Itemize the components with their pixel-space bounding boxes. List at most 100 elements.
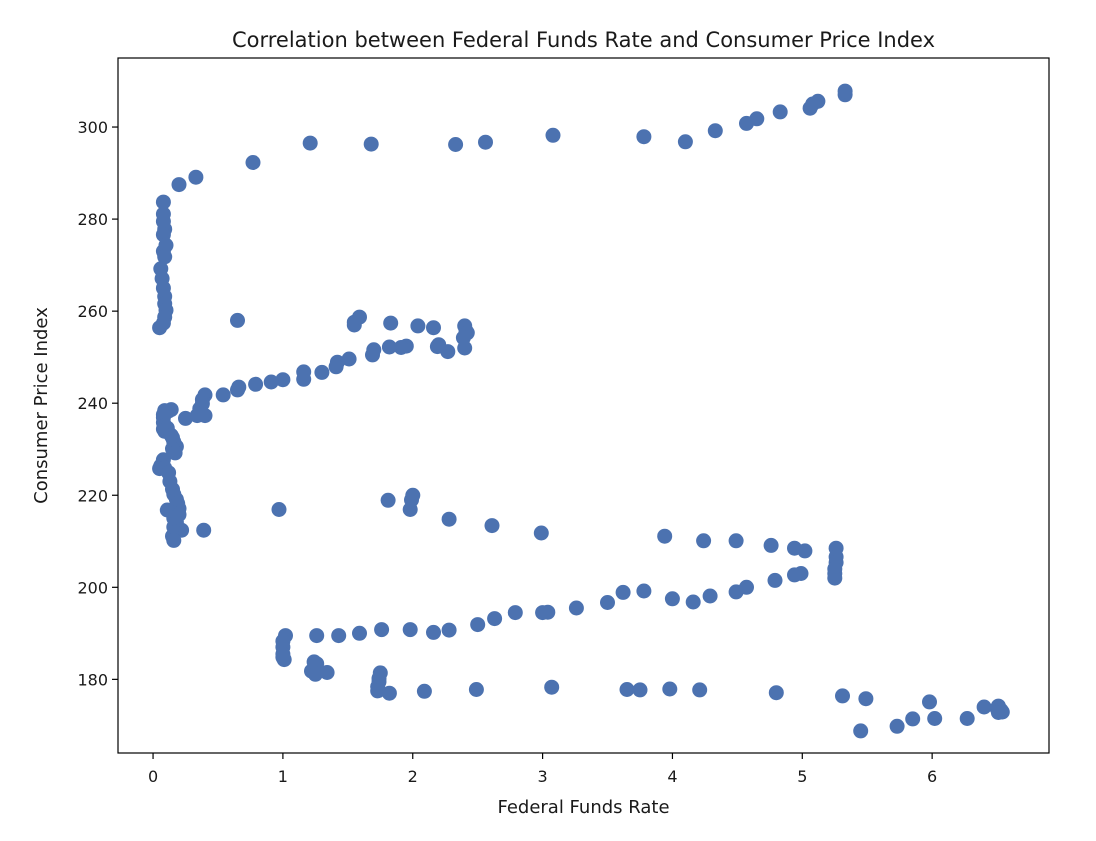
data-point <box>922 694 937 710</box>
data-point <box>426 624 441 640</box>
data-point <box>416 683 432 699</box>
data-point <box>381 339 397 355</box>
data-point <box>263 374 279 390</box>
data-point <box>615 584 631 600</box>
data-point <box>662 681 678 697</box>
data-point <box>927 711 943 726</box>
data-point <box>374 622 390 638</box>
data-point <box>484 518 500 534</box>
data-point <box>739 115 754 131</box>
data-point <box>296 371 312 387</box>
y-tick-label: 300 <box>77 118 108 137</box>
data-point <box>487 611 503 627</box>
data-point <box>853 723 869 739</box>
data-point <box>352 625 367 641</box>
data-point <box>410 318 426 334</box>
plot-frame <box>117 57 1050 754</box>
data-point <box>858 691 874 707</box>
data-point <box>402 622 418 638</box>
x-tick-label: 4 <box>667 767 677 786</box>
y-tick-label: 200 <box>77 578 108 597</box>
data-point <box>507 605 523 621</box>
data-point <box>600 595 615 610</box>
data-point <box>381 685 397 701</box>
data-point <box>328 359 344 375</box>
data-point <box>363 136 379 152</box>
data-point <box>728 584 744 600</box>
y-axis-label: Consumer Price Index <box>31 307 52 504</box>
data-point <box>271 502 287 517</box>
data-point <box>380 492 396 508</box>
data-point <box>370 683 386 699</box>
data-point <box>331 628 347 644</box>
y-tick-label: 260 <box>77 302 108 321</box>
data-point <box>545 127 561 143</box>
data-point <box>994 704 1010 720</box>
data-point <box>568 600 584 616</box>
data-point <box>230 382 245 398</box>
x-tick-label: 6 <box>927 767 937 786</box>
data-point <box>478 134 493 150</box>
data-point <box>772 104 788 120</box>
data-point <box>307 666 323 682</box>
data-point <box>802 100 818 116</box>
data-point <box>827 570 843 586</box>
data-point <box>905 711 921 727</box>
data-point <box>664 591 680 607</box>
data-point <box>402 502 418 517</box>
chart-title: Correlation between Federal Funds Rate a… <box>232 28 935 52</box>
data-point <box>245 155 261 170</box>
data-point <box>188 169 204 185</box>
data-point <box>636 583 652 599</box>
data-point <box>441 622 457 638</box>
data-point <box>763 537 779 553</box>
data-point <box>470 617 486 633</box>
data-point <box>696 533 712 549</box>
data-point <box>365 347 380 363</box>
data-point <box>448 137 464 152</box>
data-point <box>728 533 744 549</box>
data-point <box>196 522 212 538</box>
data-point <box>341 351 357 367</box>
data-point <box>707 123 723 139</box>
data-point <box>959 711 975 726</box>
x-tick-label: 2 <box>408 767 418 786</box>
data-point <box>157 249 173 265</box>
x-tick-label: 5 <box>797 767 807 786</box>
data-point <box>533 525 549 541</box>
data-point <box>636 129 652 145</box>
data-point <box>309 628 325 644</box>
y-tick-label: 220 <box>77 486 108 505</box>
data-point <box>837 83 853 99</box>
data-point <box>468 682 484 697</box>
data-point <box>768 685 784 701</box>
data-point <box>166 532 182 548</box>
data-point <box>155 194 171 210</box>
data-point <box>276 652 292 668</box>
y-axis: 180 200 220 240 260 280 300 <box>77 118 118 689</box>
x-axis-label: Federal Funds Rate <box>497 797 669 818</box>
data-point <box>441 511 457 527</box>
data-point <box>215 387 231 403</box>
data-point <box>632 682 648 698</box>
data-point <box>352 309 367 325</box>
y-tick-label: 280 <box>77 210 108 229</box>
data-point <box>314 364 330 380</box>
data-point <box>167 445 183 461</box>
data-point <box>383 315 399 331</box>
data-point <box>976 699 992 715</box>
data-point <box>152 320 168 336</box>
data-point <box>535 605 551 621</box>
data-point <box>677 134 693 150</box>
data-points <box>152 83 1010 739</box>
data-point <box>426 320 441 336</box>
y-tick-label: 180 <box>77 670 108 689</box>
x-tick-label: 1 <box>278 767 288 786</box>
data-point <box>657 528 673 544</box>
data-point <box>393 340 409 355</box>
data-point <box>275 372 291 388</box>
y-tick-label: 240 <box>77 394 108 413</box>
data-point <box>692 682 708 698</box>
